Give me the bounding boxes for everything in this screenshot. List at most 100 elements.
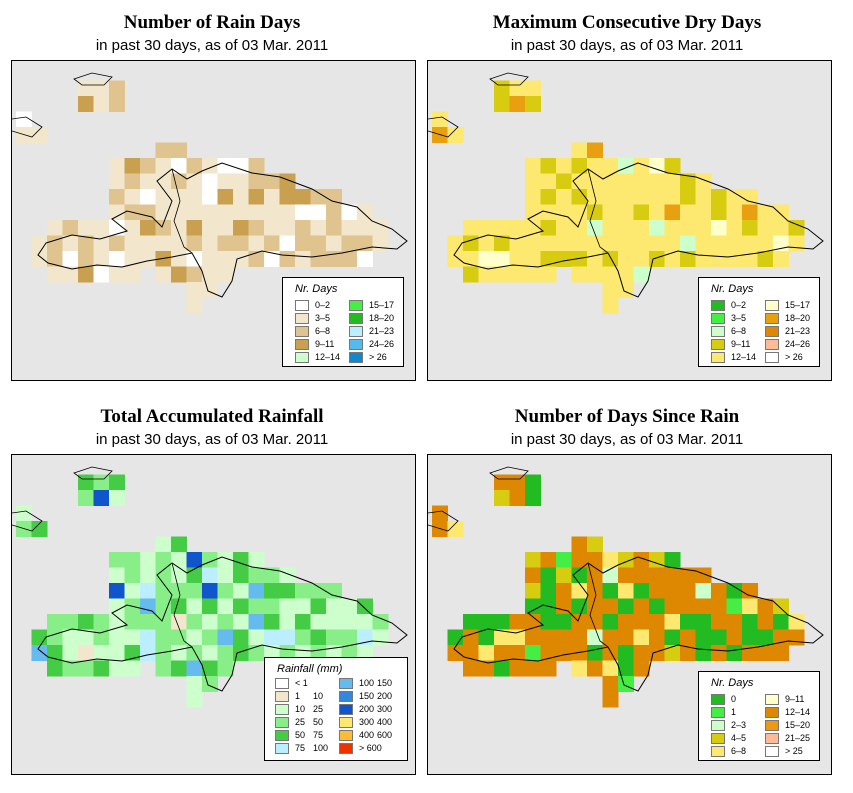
grid-cell <box>202 282 218 298</box>
grid-cell <box>109 266 125 283</box>
grid-cell <box>587 552 603 568</box>
grid-cell <box>93 490 110 506</box>
grid-cell <box>93 220 110 236</box>
grid-cell <box>478 251 495 267</box>
grid-cell <box>124 266 141 283</box>
grid-cell <box>726 583 743 599</box>
grid-cell <box>680 173 696 190</box>
grid-cell <box>186 567 203 584</box>
grid-cell <box>602 629 619 646</box>
grid-cell <box>248 583 265 599</box>
grid-cell <box>326 583 342 599</box>
grid-cell <box>171 629 187 646</box>
grid-cell <box>155 567 172 584</box>
grid-cell <box>463 660 479 677</box>
grid-cell <box>478 235 495 252</box>
grid-cell <box>310 235 327 252</box>
grid-cell <box>525 266 541 283</box>
grid-cell <box>248 220 265 236</box>
grid-cell <box>357 251 373 267</box>
grid-cell <box>540 266 557 283</box>
grid-cell <box>773 614 789 630</box>
grid-cell <box>618 645 634 661</box>
grid-cell <box>525 173 541 190</box>
grid-cell <box>310 583 327 599</box>
grid-cell <box>680 645 696 661</box>
grid-cell <box>217 251 234 267</box>
grid-cell <box>509 490 526 506</box>
grid-cell <box>633 173 650 190</box>
grid-cell <box>525 189 541 205</box>
grid-cell <box>372 629 389 646</box>
grid-cell <box>326 189 342 205</box>
grid-cell <box>78 614 94 630</box>
grid-cell <box>478 266 495 283</box>
grid-cell <box>140 235 156 252</box>
legend-rainfall: Rainfall (mm) < 1 1 10 10 25 25 50 50 75 75 1… <box>264 657 408 761</box>
grid-cell <box>233 614 249 630</box>
legend-swatch <box>711 720 725 731</box>
grid-cell <box>155 173 172 190</box>
grid-cell <box>525 552 541 568</box>
grid-cell <box>649 629 665 646</box>
grid-cell <box>664 645 681 661</box>
grid-cell <box>233 552 249 568</box>
grid-cell <box>571 536 588 553</box>
grid-cell <box>171 204 187 221</box>
grid-cell <box>494 645 510 661</box>
grid-cell <box>463 220 479 236</box>
grid-cell <box>202 598 218 615</box>
grid-cell <box>357 220 373 236</box>
grid-cell <box>525 235 541 252</box>
grid-cell <box>680 189 696 205</box>
grid-cell <box>587 629 603 646</box>
grid-cell <box>757 645 774 661</box>
grid-cell <box>372 614 389 630</box>
grid-cell <box>124 220 141 236</box>
grid-cell <box>726 189 743 205</box>
grid-cell <box>571 567 588 584</box>
grid-cell <box>78 220 94 236</box>
grid-cell <box>186 645 203 661</box>
grid-cell <box>248 614 265 630</box>
map-rain-days[interactable]: Nr. Days 0–2 3–5 6–8 9–11 12–14 15–17 18… <box>11 60 416 381</box>
grid-cell <box>633 266 650 283</box>
grid-cell <box>171 660 187 677</box>
grid-cell <box>279 614 296 630</box>
grid-cell <box>525 598 541 615</box>
grid-cell <box>633 645 650 661</box>
grid-cell <box>171 552 187 568</box>
grid-cell <box>540 660 557 677</box>
country-border <box>171 168 193 254</box>
grid-cell <box>587 567 603 584</box>
grid-cell <box>202 235 218 252</box>
grid-cell <box>171 235 187 252</box>
grid-cell <box>279 173 296 190</box>
grid-cell <box>295 204 311 221</box>
map-rainfall[interactable]: Rainfall (mm) < 1 1 10 10 25 25 50 50 75 75 1… <box>11 454 416 775</box>
grid-cell <box>248 158 265 174</box>
grid-cell <box>109 173 125 190</box>
grid-cell <box>233 235 249 252</box>
grid-cell <box>264 204 280 221</box>
grid-cell <box>155 235 172 252</box>
map-dry-days[interactable]: Nr. Days 0–2 3–5 6–8 9–11 12–14 15–17 18… <box>427 60 832 381</box>
legend-swatch <box>765 707 779 718</box>
grid-cell <box>78 80 94 97</box>
grid-cell <box>248 173 265 190</box>
map-days-since-rain[interactable]: Nr. Days 0 1 2–3 4–5 6–8 9–11 12–14 15–2… <box>427 454 832 775</box>
grid-cell <box>264 629 280 646</box>
grid-cell <box>742 598 758 615</box>
grid-cell <box>186 614 203 630</box>
grid-cell <box>571 142 588 159</box>
grid-cell <box>633 567 650 584</box>
grid-cell <box>649 552 665 568</box>
grid-cell <box>217 204 234 221</box>
grid-cell <box>602 676 619 692</box>
legend-swatch <box>711 694 725 705</box>
grid-cell <box>124 629 141 646</box>
grid-cell <box>494 220 510 236</box>
grid-cell <box>155 598 172 615</box>
grid-cell <box>773 204 789 221</box>
grid-cell <box>217 567 234 584</box>
